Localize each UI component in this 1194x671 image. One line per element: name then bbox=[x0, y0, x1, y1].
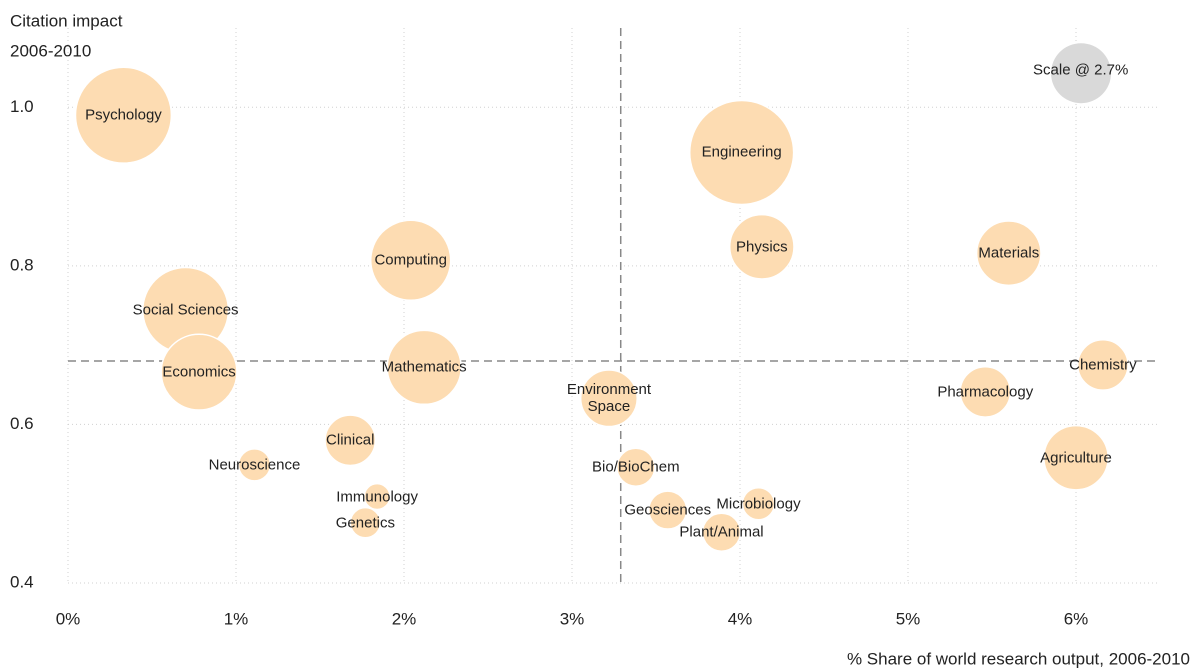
y-tick-label: 0.8 bbox=[10, 255, 34, 274]
bubble bbox=[386, 329, 462, 406]
scale-label: Scale @ 2.7% bbox=[1033, 61, 1129, 79]
bubble-label: Materials bbox=[978, 244, 1040, 262]
bubble-label: Pharmacology bbox=[937, 383, 1034, 401]
y-axis-title: 2006-2010 bbox=[10, 41, 91, 60]
bubble bbox=[1076, 339, 1129, 391]
bubble bbox=[349, 506, 382, 539]
x-tick-label: 1% bbox=[224, 609, 249, 628]
bubble-label: Economics bbox=[162, 363, 236, 381]
y-tick-label: 1.0 bbox=[10, 97, 34, 116]
bubble-label: Neuroscience bbox=[208, 456, 301, 474]
bubble-label: Plant/Animal bbox=[679, 523, 764, 541]
bubble bbox=[616, 447, 656, 487]
x-axis-title: % Share of world research output, 2006-2… bbox=[847, 649, 1190, 668]
x-tick-label: 5% bbox=[896, 609, 921, 628]
y-tick-label: 0.4 bbox=[10, 572, 34, 591]
bubble bbox=[237, 448, 272, 482]
bubble-label: Geosciences bbox=[624, 501, 712, 519]
scale-bubble bbox=[1051, 43, 1112, 104]
bubble-label: Computing bbox=[374, 251, 447, 269]
bubble-label: Environment Space bbox=[566, 381, 652, 416]
bubble-label: Chemistry bbox=[1069, 356, 1137, 374]
bubble bbox=[363, 482, 391, 511]
x-tick-label: 0% bbox=[56, 609, 81, 628]
bubble bbox=[975, 220, 1042, 287]
bubble-label: Microbiology bbox=[716, 495, 801, 513]
x-tick-label: 3% bbox=[560, 609, 585, 628]
bubble bbox=[959, 366, 1012, 418]
bubble-label: Clinical bbox=[326, 431, 375, 449]
y-tick-label: 0.6 bbox=[10, 414, 34, 433]
bubble bbox=[160, 333, 238, 411]
bubble bbox=[701, 512, 742, 552]
bubble-label: Immunology bbox=[336, 488, 418, 506]
bubble-label: Bio/BioChem bbox=[592, 458, 680, 476]
bubble bbox=[1043, 424, 1109, 491]
bubble-label: Genetics bbox=[335, 514, 395, 532]
x-tick-label: 6% bbox=[1064, 609, 1089, 628]
bubble bbox=[741, 486, 776, 521]
bubble-label: Social Sciences bbox=[132, 301, 239, 319]
bubble-label: Engineering bbox=[701, 143, 782, 161]
bubble bbox=[369, 219, 452, 302]
bubble-label: Agriculture bbox=[1040, 449, 1112, 467]
bubble bbox=[324, 414, 377, 467]
bubble bbox=[728, 213, 795, 280]
bubble-label: Physics bbox=[735, 238, 788, 256]
y-axis-title: Citation impact bbox=[10, 11, 123, 30]
bubble bbox=[648, 490, 688, 530]
bubble-label: Psychology bbox=[85, 106, 162, 124]
bubble bbox=[688, 99, 795, 206]
bubble-label: Mathematics bbox=[381, 358, 467, 376]
bubble bbox=[579, 369, 638, 428]
x-tick-label: 2% bbox=[392, 609, 417, 628]
x-tick-label: 4% bbox=[728, 609, 753, 628]
bubble bbox=[74, 66, 173, 164]
